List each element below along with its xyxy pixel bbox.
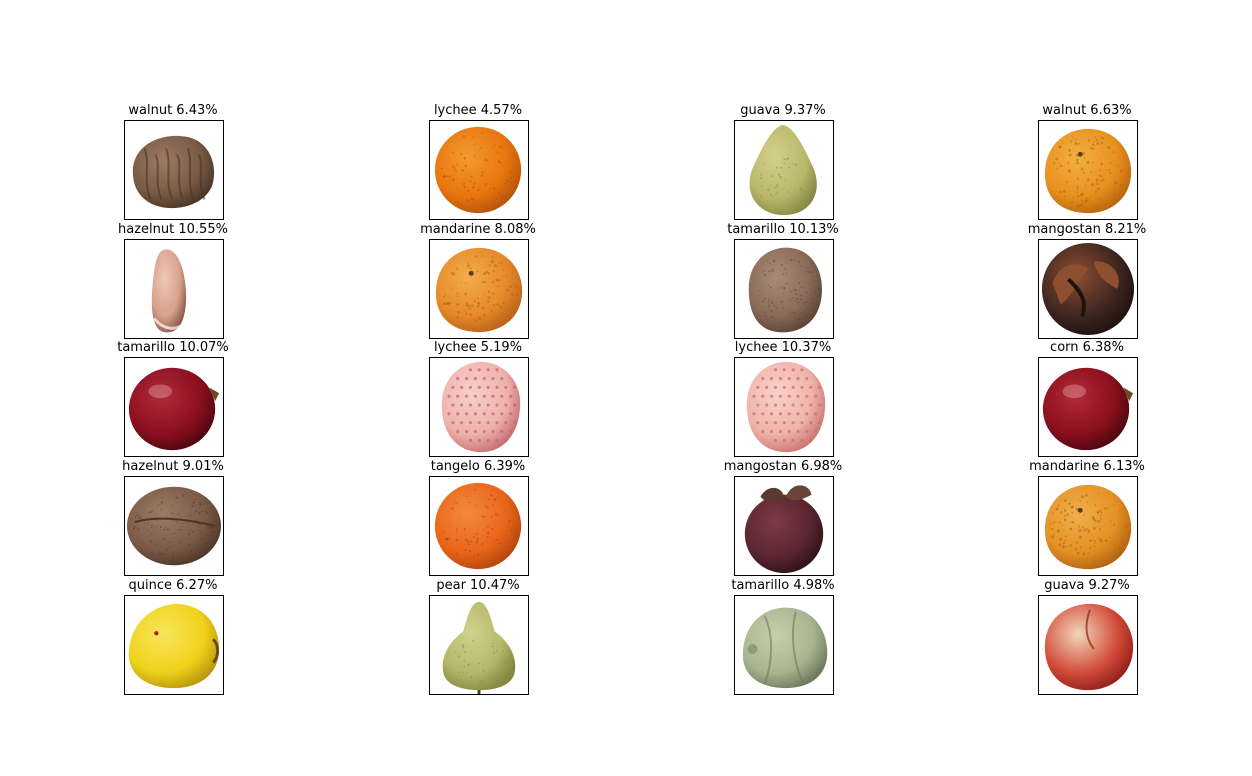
panel-title: mangostan 6.98%	[723, 459, 843, 474]
lychee-image	[746, 361, 826, 453]
fruit-thumbnail	[124, 476, 224, 576]
image-panel: tamarillo 10.07%	[88, 339, 258, 457]
fruit-thumbnail	[1038, 120, 1138, 220]
panel-title: guava 9.37%	[740, 103, 826, 118]
orange-image	[434, 126, 522, 214]
image-panel: lychee 4.57%	[393, 102, 563, 220]
panel-title: tangelo 6.39%	[430, 459, 526, 474]
fruit-thumbnail	[124, 357, 224, 457]
panel-title: hazelnut 10.55%	[118, 222, 228, 237]
image-panel: lychee 10.37%	[698, 339, 868, 457]
panel-title: tamarillo 4.98%	[731, 578, 835, 593]
panel-title: walnut 6.63%	[1042, 103, 1132, 118]
fruit-thumbnail	[124, 120, 224, 220]
tamarillo-image	[128, 367, 220, 451]
panel-title: mangostan 8.21%	[1027, 222, 1147, 237]
fruit-thumbnail	[734, 239, 834, 339]
fruit-thumbnail	[734, 595, 834, 695]
fruit-thumbnail	[124, 239, 224, 339]
fruit-thumbnail	[429, 120, 529, 220]
fruit-thumbnail	[734, 476, 834, 576]
fruit-thumbnail	[429, 239, 529, 339]
image-panel: walnut 6.43%	[88, 102, 258, 220]
image-panel: guava 9.27%	[1002, 577, 1172, 695]
mandarine-image	[1044, 128, 1132, 214]
panel-title: corn 6.38%	[1050, 340, 1124, 355]
pear-image	[442, 601, 516, 694]
walnut-image	[132, 135, 215, 209]
image-panel: guava 9.37%	[698, 102, 868, 220]
quince-image	[128, 603, 220, 689]
panel-title: mandarine 6.13%	[1029, 459, 1145, 474]
guava-image	[749, 124, 817, 216]
image-panel: lychee 5.19%	[393, 339, 563, 457]
image-panel: tamarillo 4.98%	[698, 577, 868, 695]
image-panel: walnut 6.63%	[1002, 102, 1172, 220]
panel-title: tamarillo 10.07%	[117, 340, 229, 355]
tamarillo-image	[1042, 367, 1134, 451]
lychee-image	[441, 361, 521, 453]
image-panel: corn 6.38%	[1002, 339, 1172, 457]
fruit-thumbnail	[734, 357, 834, 457]
image-panel: hazelnut 9.01%	[88, 458, 258, 576]
image-panel: quince 6.27%	[88, 577, 258, 695]
fruit-thumbnail	[1038, 476, 1138, 576]
image-panel: pear 10.47%	[393, 577, 563, 695]
panel-title: lychee 4.57%	[433, 103, 523, 118]
panel-title: mandarine 8.08%	[420, 222, 536, 237]
fruit-thumbnail	[429, 595, 529, 695]
fruit-thumbnail	[1038, 239, 1138, 339]
chayote-image	[742, 607, 828, 689]
nectarine-image	[1044, 603, 1134, 691]
panel-title: hazelnut 9.01%	[122, 459, 224, 474]
panel-title: lychee 5.19%	[433, 340, 523, 355]
fruit-thumbnail	[429, 476, 529, 576]
panel-title: walnut 6.43%	[128, 103, 218, 118]
panel-title: tamarillo 10.13%	[727, 222, 839, 237]
image-panel: mandarine 8.08%	[393, 221, 563, 339]
fruit-thumbnail	[734, 120, 834, 220]
image-panel: tangelo 6.39%	[393, 458, 563, 576]
panel-title: pear 10.47%	[436, 578, 520, 593]
image-panel: tamarillo 10.13%	[698, 221, 868, 339]
panel-title: guava 9.27%	[1044, 578, 1130, 593]
mandarine-image	[435, 247, 523, 333]
image-panel: mangostan 8.21%	[1002, 221, 1172, 339]
mangosteen-open-image	[1041, 242, 1135, 336]
mangosteen-image	[744, 485, 824, 574]
fruit-thumbnail	[429, 357, 529, 457]
fruit-thumbnail	[124, 595, 224, 695]
almond-image	[151, 249, 188, 333]
panel-title: lychee 10.37%	[734, 340, 832, 355]
image-panel: mandarine 6.13%	[1002, 458, 1172, 576]
coconut-image	[748, 247, 822, 333]
mandarine-image	[1044, 484, 1132, 570]
panel-title: quince 6.27%	[128, 578, 218, 593]
image-panel: hazelnut 10.55%	[88, 221, 258, 339]
orange-image	[434, 482, 522, 570]
fruit-thumbnail	[1038, 357, 1138, 457]
image-panel: mangostan 6.98%	[698, 458, 868, 576]
fruit-thumbnail	[1038, 595, 1138, 695]
coconut-flat-image	[126, 486, 222, 566]
